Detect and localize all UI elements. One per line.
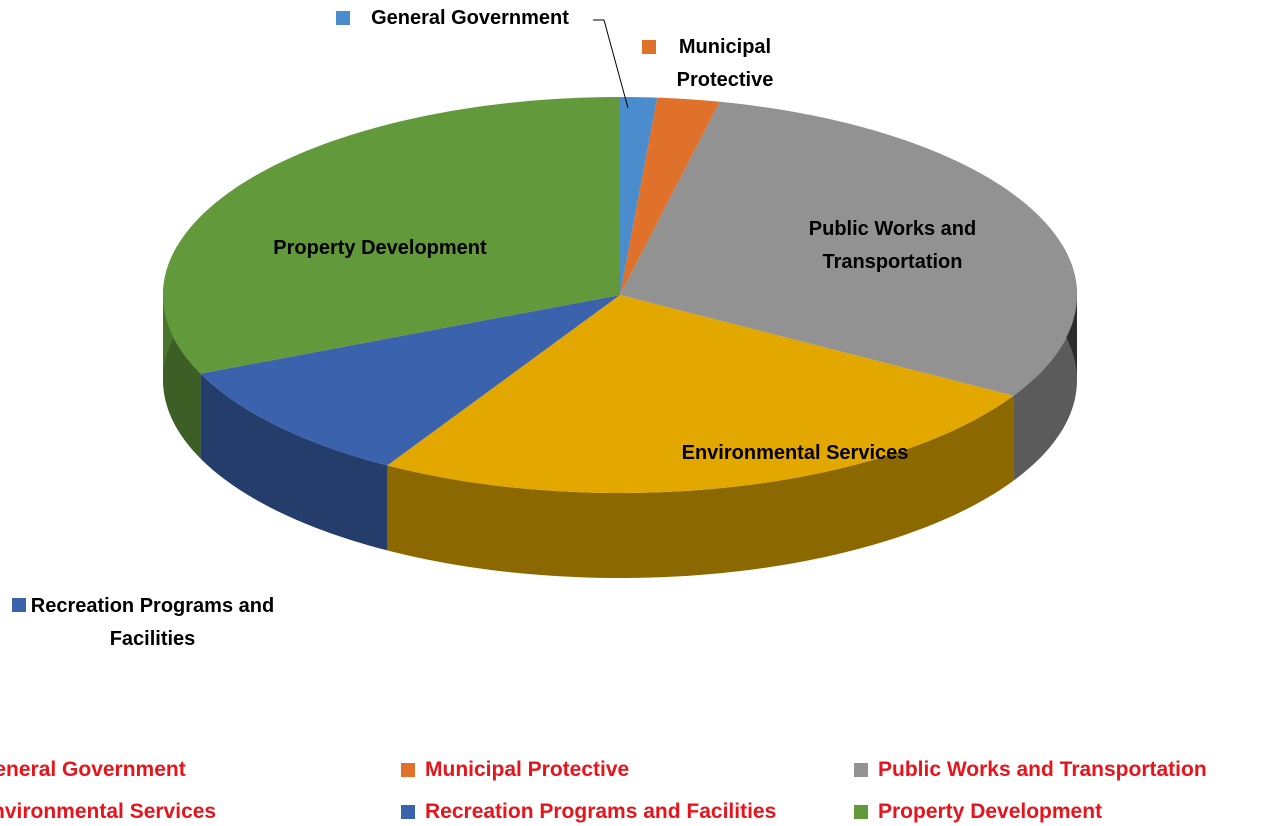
slice-side <box>387 395 1014 578</box>
legend-label: Recreation Programs and Facilities <box>425 800 777 823</box>
data-label: Property Development <box>273 237 487 259</box>
legend-label: Property Development <box>878 800 1103 823</box>
legend-swatch <box>854 805 868 819</box>
slice-side <box>1013 295 1077 481</box>
legend-swatch <box>401 805 415 819</box>
legend-swatch <box>401 763 415 777</box>
slice <box>620 97 720 295</box>
label-swatch <box>642 40 656 54</box>
slice <box>620 101 1077 396</box>
leader-line <box>593 19 629 109</box>
legend-label: Public Works and Transportation <box>878 758 1207 781</box>
label-swatch <box>12 598 26 612</box>
slice <box>163 97 620 374</box>
label-swatch <box>336 11 350 25</box>
slice <box>620 97 658 295</box>
data-label: Environmental Services <box>681 442 909 464</box>
data-label: Recreation Programs and Facilities <box>30 595 275 650</box>
data-label: Municipal Protective <box>676 36 774 91</box>
slice <box>387 295 1014 493</box>
data-label: General Government <box>371 7 569 29</box>
legend-label: Environmental Services <box>0 800 217 823</box>
legend-label: Municipal Protective <box>425 758 630 781</box>
slice <box>200 295 621 466</box>
slice-side <box>200 373 388 551</box>
data-label: Public Works and Transportation <box>808 218 977 273</box>
legend-swatch <box>854 763 868 777</box>
legend-label: General Government <box>0 758 186 781</box>
